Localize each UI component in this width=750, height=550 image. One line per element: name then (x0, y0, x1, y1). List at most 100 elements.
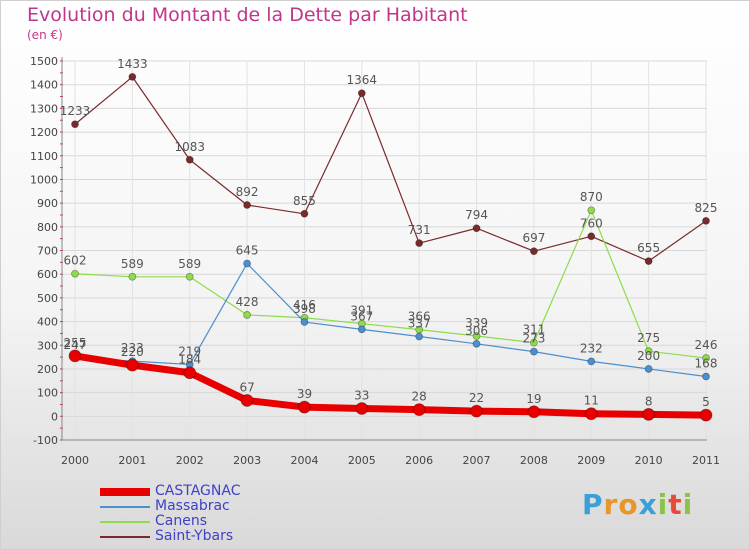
data-label-massabrac: 367 (350, 309, 373, 323)
data-label-castagnac: 5 (702, 395, 710, 409)
data-point-massabrac (300, 318, 309, 326)
data-point-saint-ybars (530, 247, 538, 256)
data-label-massabrac: 168 (695, 357, 718, 371)
data-point-castagnac (699, 408, 713, 422)
data-label-massabrac: 337 (408, 316, 431, 330)
y-tick-label: 0 (51, 410, 58, 423)
data-label-massabrac: 398 (293, 302, 316, 316)
legend-label-castagnac: CASTAGNAC (155, 483, 241, 499)
legend-swatch-massabrac (100, 506, 150, 508)
data-point-castagnac (183, 366, 197, 380)
data-label-canens: 275 (637, 331, 660, 345)
y-tick-label: 1200 (30, 126, 58, 139)
data-label-saint-ybars: 760 (580, 216, 603, 230)
data-label-canens: 246 (695, 338, 718, 352)
data-label-canens: 391 (350, 304, 373, 318)
legend-label-canens: Canens (155, 513, 208, 529)
y-tick-label: 900 (37, 197, 58, 210)
data-point-saint-ybars (357, 89, 366, 98)
data-point-castagnac (412, 403, 426, 417)
data-point-saint-ybars (644, 257, 653, 266)
data-point-saint-ybars (185, 155, 194, 164)
data-point-massabrac (243, 259, 251, 268)
data-label-saint-ybars: 731 (408, 223, 431, 237)
data-label-castagnac: 22 (469, 391, 484, 405)
data-label-saint-ybars: 655 (637, 241, 660, 255)
data-label-saint-ybars: 1364 (347, 73, 378, 87)
data-label-massabrac: 200 (637, 349, 660, 363)
legend-label-saint-ybars: Saint-Ybars (155, 528, 234, 544)
data-label-castagnac: 67 (239, 380, 254, 394)
data-label-canens: 428 (236, 295, 259, 309)
x-tick-label: 2007 (463, 454, 491, 467)
y-tick-label: 600 (37, 268, 58, 281)
x-tick-label: 2002 (176, 454, 204, 467)
data-point-saint-ybars (702, 216, 710, 225)
data-point-castagnac (355, 402, 369, 415)
data-label-canens: 870 (580, 190, 603, 204)
y-tick-label: 1000 (30, 173, 58, 186)
data-point-saint-ybars (300, 209, 309, 218)
data-label-saint-ybars: 1433 (117, 57, 148, 71)
data-point-canens (185, 272, 194, 281)
x-tick-label: 2009 (577, 454, 605, 467)
data-label-castagnac: 184 (178, 353, 201, 367)
data-point-canens (128, 272, 137, 281)
x-tick-label: 2006 (405, 454, 433, 467)
data-label-canens: 311 (522, 323, 545, 337)
data-label-massabrac: 247 (64, 338, 87, 352)
data-point-massabrac (702, 372, 710, 381)
data-point-castagnac (584, 407, 598, 421)
data-label-castagnac: 28 (412, 390, 427, 404)
y-tick-label: 1100 (30, 150, 58, 163)
data-point-canens (587, 206, 596, 215)
data-point-castagnac (125, 358, 139, 372)
series-line-massabrac (74, 262, 707, 378)
data-point-castagnac (298, 400, 311, 414)
data-label-saint-ybars: 794 (465, 208, 488, 222)
data-label-castagnac: 33 (354, 388, 369, 402)
x-tick-label: 2010 (635, 454, 663, 467)
x-tick-label: 2001 (118, 454, 146, 467)
data-point-massabrac (472, 339, 481, 348)
data-label-canens: 589 (178, 257, 201, 271)
x-tick-label: 2008 (520, 454, 548, 467)
data-point-massabrac (587, 357, 596, 366)
y-tick-label: 800 (37, 221, 58, 234)
data-label-massabrac: 273 (522, 332, 545, 346)
data-point-saint-ybars (472, 224, 481, 233)
data-point-castagnac (470, 404, 483, 418)
y-tick-label: 200 (37, 363, 58, 376)
y-tick-label: 400 (37, 316, 58, 329)
data-point-castagnac (642, 408, 656, 421)
data-label-saint-ybars: 825 (695, 201, 718, 215)
data-label-canens: 339 (465, 316, 488, 330)
data-point-canens (71, 269, 79, 278)
series-line-saint-ybars (74, 76, 707, 262)
data-label-massabrac: 645 (236, 244, 259, 258)
legend-swatch-castagnac (100, 488, 150, 496)
data-label-saint-ybars: 697 (522, 231, 545, 245)
data-label-castagnac: 19 (526, 392, 541, 406)
y-tick-label: 300 (37, 339, 58, 352)
data-point-saint-ybars (243, 201, 251, 209)
data-point-saint-ybars (128, 72, 137, 81)
y-tick-label: -100 (33, 434, 58, 447)
data-point-massabrac (530, 347, 538, 356)
data-label-massabrac: 232 (580, 341, 603, 355)
data-point-canens (472, 332, 481, 340)
x-tick-label: 2005 (348, 454, 376, 467)
data-point-canens (702, 354, 710, 362)
data-label-massabrac: 306 (465, 324, 488, 338)
y-tick-label: 700 (37, 245, 58, 258)
data-point-canens (243, 311, 251, 319)
legend-swatch-canens (100, 521, 150, 523)
data-point-canens (530, 338, 538, 347)
data-label-castagnac: 11 (584, 394, 599, 408)
y-tick-label: 100 (37, 387, 58, 400)
x-tick-label: 2004 (290, 454, 318, 467)
data-label-castagnac: 39 (297, 387, 312, 401)
y-tick-label: 500 (37, 292, 58, 305)
y-tick-label: 1400 (30, 79, 58, 92)
